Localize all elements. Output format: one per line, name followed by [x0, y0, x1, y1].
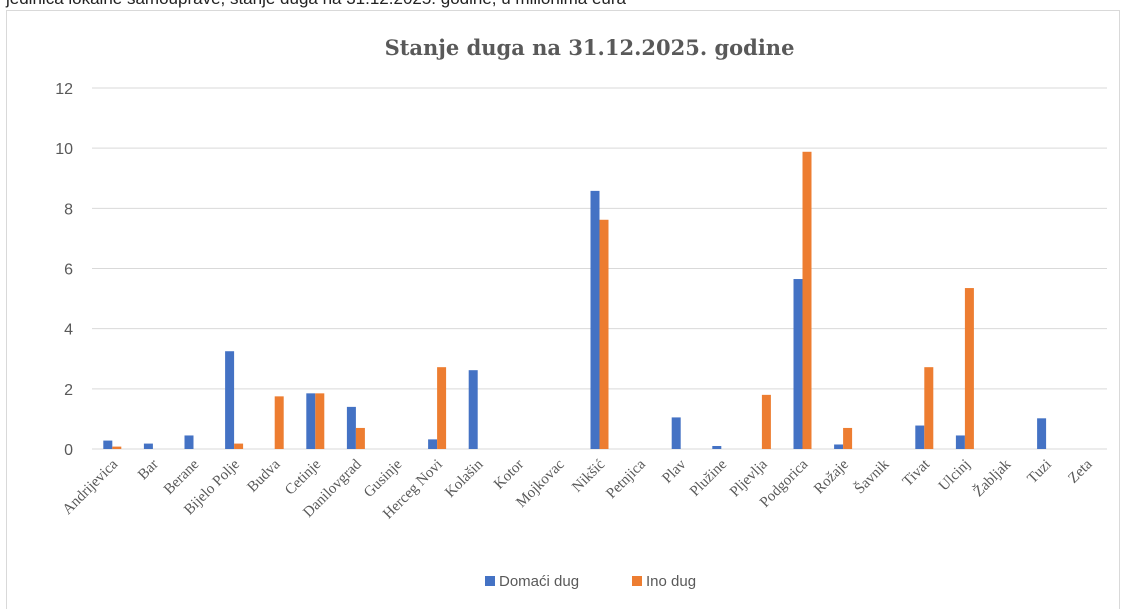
- legend-label: Domaći dug: [499, 573, 579, 590]
- x-tick-label: Plužine: [687, 456, 730, 499]
- x-tick-label: Ulcinj: [936, 457, 974, 495]
- bars: [103, 151, 1047, 449]
- y-tick-label: 4: [64, 322, 73, 339]
- y-tick-label: 12: [55, 81, 73, 98]
- bar-ino-dug: [964, 288, 974, 449]
- x-tick-label: Žabljak: [970, 455, 1015, 500]
- bar-domaci-dug: [590, 190, 600, 449]
- bar-domaci-dug: [955, 435, 965, 449]
- bar-ino-dug: [234, 443, 244, 449]
- bar-ino-dug: [274, 396, 284, 449]
- x-tick-label: Zeta: [1065, 456, 1095, 486]
- bar-domaci-dug: [468, 370, 478, 449]
- bar-domaci-dug: [184, 435, 194, 449]
- bar-ino-dug: [599, 219, 609, 449]
- y-axis-ticks: 0 2 4 6 8 10 12: [55, 81, 73, 459]
- x-tick-label: Plav: [659, 456, 690, 487]
- bar-domaci-dug: [346, 406, 356, 449]
- bar-ino-dug: [315, 393, 325, 449]
- bar-domaci-dug: [306, 393, 316, 449]
- bar-ino-dug: [802, 151, 812, 449]
- bar-domaci-dug: [1037, 418, 1047, 449]
- bar-ino-dug: [112, 446, 122, 449]
- bar-domaci-dug: [143, 443, 153, 449]
- chart-area: 0 2 4 6 8 10 12 Andrijevica Bar Berane Bijelo Pol…: [6, 10, 1120, 609]
- bar-ino-dug: [355, 427, 365, 449]
- legend: Domaći dug Ino dug: [485, 573, 696, 590]
- legend-swatch: [485, 576, 495, 586]
- y-tick-label: 10: [55, 141, 73, 158]
- x-tick-label: Tuzi: [1025, 457, 1055, 487]
- x-tick-label: Kolašin: [442, 456, 487, 501]
- bar-domaci-dug: [793, 279, 803, 449]
- x-tick-label: Šavnik: [851, 455, 893, 497]
- chart-title: Stanje duga na 31.12.2025. godine: [385, 35, 795, 60]
- x-tick-label: Nikšić: [569, 456, 608, 495]
- legend-label: Ino dug: [646, 573, 696, 590]
- x-tick-label: Budva: [245, 456, 284, 495]
- y-tick-label: 2: [64, 382, 73, 399]
- y-tick-label: 0: [64, 442, 73, 459]
- y-tick-label: 8: [64, 201, 73, 218]
- x-tick-label: Kotor: [491, 457, 527, 493]
- bar-domaci-dug: [712, 445, 722, 449]
- bar-ino-dug: [924, 367, 934, 449]
- x-tick-label: Petnjica: [603, 456, 649, 502]
- x-tick-label: Tivat: [900, 456, 934, 490]
- bar-domaci-dug: [834, 444, 844, 449]
- x-tick-label: Bar: [135, 457, 162, 484]
- legend-swatch: [632, 576, 642, 586]
- x-tick-label: Rožaje: [811, 456, 852, 497]
- bar-ino-dug: [761, 394, 771, 449]
- y-tick-label: 6: [64, 262, 73, 279]
- bar-domaci-dug: [103, 440, 113, 449]
- page-top-text: jedinica lokalne samouprave, stanje duga…: [6, 0, 626, 9]
- x-tick-label: Andrijevica: [60, 456, 122, 518]
- bar-domaci-dug: [428, 439, 438, 449]
- bar-domaci-dug: [225, 351, 235, 449]
- bar-domaci-dug: [671, 417, 681, 449]
- bar-ino-dug: [843, 427, 853, 449]
- bar-domaci-dug: [915, 425, 925, 449]
- bar-ino-dug: [437, 367, 447, 449]
